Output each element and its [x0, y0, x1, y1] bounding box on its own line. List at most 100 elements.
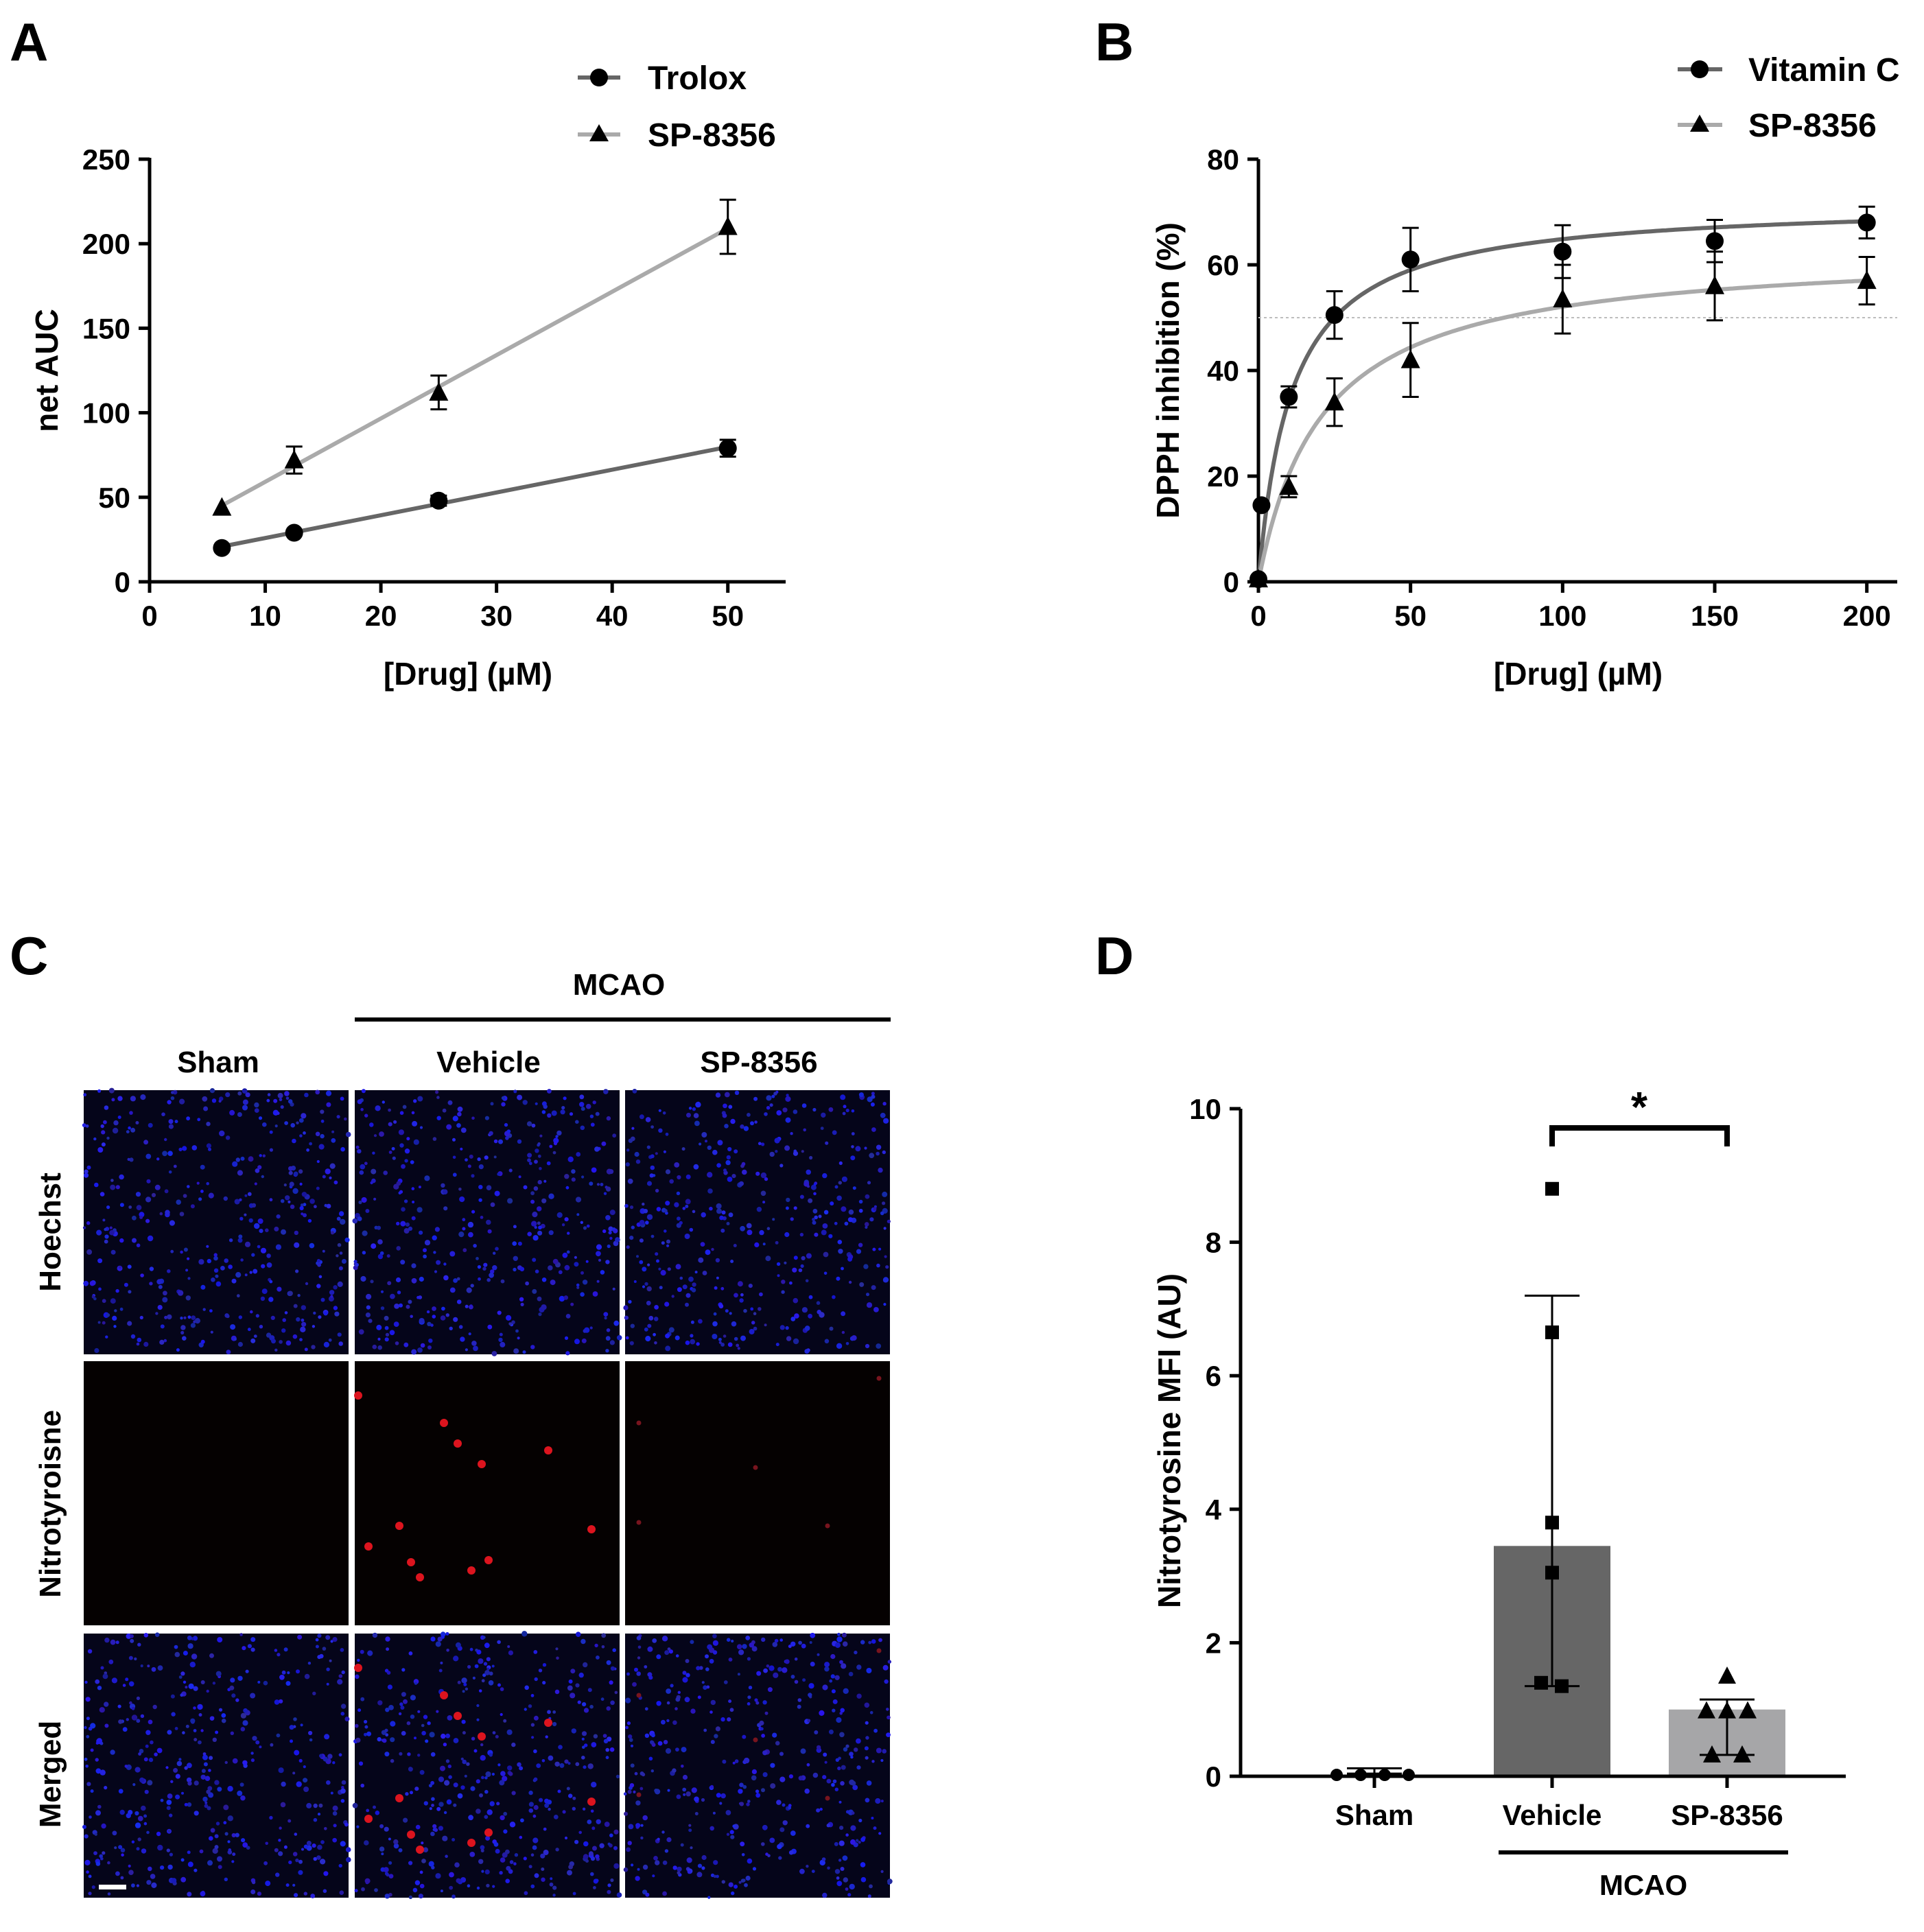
chart-d-ytick-label-4: 4: [1206, 1494, 1222, 1526]
significance-star: *: [1631, 1084, 1648, 1131]
chart-a-legend: Trolox SP-8356: [578, 60, 776, 154]
chart-a-y-ticks: 0 50 100 150 200 250: [82, 143, 150, 598]
chart-d-point-1-2: [1545, 1516, 1559, 1530]
chart-b-point-1-6: [1857, 270, 1877, 290]
chart-a-point-0-3: [718, 439, 737, 458]
chart-b-points: [1249, 205, 1877, 589]
chart-b-xtick-label-50: 50: [1394, 600, 1427, 632]
micrograph-tile-r0-c2: [623, 1089, 891, 1354]
chart-b-point-1-5: [1705, 275, 1724, 294]
chart-b-point-1-4: [1553, 289, 1573, 308]
chart-b-point-0-6: [1706, 232, 1724, 250]
chart-a-ytick-label-150: 150: [82, 312, 130, 344]
chart-d-xlabel-1: Vehicle: [1503, 1799, 1602, 1831]
panel-letter-d: D: [1095, 926, 1134, 986]
chart-a-xtick-label-50: 50: [712, 600, 744, 632]
chart-d-point-2-3: [1739, 1701, 1757, 1719]
chart-a-point-0-0: [213, 539, 231, 557]
chart-a-x-ticks: 0 10 20 30 40 50: [141, 582, 744, 632]
chart-b-point-0-5: [1553, 242, 1572, 261]
chart-b-point-1-2: [1324, 392, 1344, 411]
micrograph-row-nitrotyrosine: Nitrotyroisne: [34, 1410, 67, 1598]
chart-a-ytick-label-50: 50: [98, 482, 130, 514]
chart-b-ytick-label-80: 80: [1207, 143, 1239, 176]
panel-letter-a: A: [10, 12, 48, 72]
chart-b-xtick-label-200: 200: [1843, 600, 1891, 632]
micrograph-tile-r0-c1: [352, 1089, 622, 1356]
micrograph-tiles: [82, 1087, 893, 1899]
micrograph-tile-r2-c0: [82, 1632, 351, 1898]
micrograph-tile-r1-c0: [84, 1361, 349, 1625]
chart-b-ytick-label-0: 0: [1223, 566, 1239, 598]
chart-a-xtick-label-10: 10: [249, 600, 281, 632]
chart-d-ytick-label-8: 8: [1206, 1227, 1221, 1259]
micrograph-tile-r0-c0: [82, 1087, 351, 1355]
chart-d-point-1-5: [1555, 1679, 1569, 1693]
chart-a-ytick-label-250: 250: [82, 143, 130, 176]
micrograph-col-sp8356: SP-8356: [700, 1046, 817, 1079]
chart-d-point-2-4: [1703, 1745, 1721, 1763]
chart-d-err-1: [1525, 1294, 1580, 1688]
legend-marker-sp8356-b: [1690, 115, 1709, 132]
chart-d-ytick-label-10: 10: [1189, 1093, 1221, 1125]
chart-b-ytick-label-40: 40: [1207, 355, 1239, 387]
chart-d-ytick-label-2: 2: [1206, 1627, 1221, 1659]
micrograph-tile-r1-c1: [354, 1361, 620, 1625]
chart-d-ytick-label-0: 0: [1206, 1760, 1221, 1793]
chart-d-y-title: Nitrotyrosine MFI (AU): [1151, 1273, 1187, 1608]
micrograph-tile-r1-c2: [625, 1361, 890, 1625]
panel-letter-c: C: [10, 926, 48, 986]
chart-b-ytick-label-20: 20: [1207, 460, 1239, 493]
chart-a-xtick-label-0: 0: [141, 600, 157, 632]
chart-d-point-2-2: [1718, 1701, 1736, 1719]
chart-d-point-2-1: [1698, 1701, 1715, 1719]
micrograph-col-sham: Sham: [177, 1046, 259, 1079]
chart-d-bars: [1316, 1546, 1785, 1776]
micrograph-panel: MCAO Sham Vehicle SP-8356 Hoechst Nitrot…: [34, 968, 893, 1899]
chart-a-xtick-label-40: 40: [596, 600, 629, 632]
chart-a-fit-0: [221, 445, 729, 549]
chart-a-fit-1: [220, 226, 729, 508]
micrograph-col-vehicle: Vehicle: [436, 1046, 541, 1079]
chart-d: 0 2 4 6 8 10 Sham Vehicle SP-8356 * MCAO Nitrot…: [1151, 1084, 1846, 1901]
chart-a-xtick-label-30: 30: [480, 600, 513, 632]
chart-d-point-1-3: [1545, 1566, 1559, 1580]
chart-b-point-0-1: [1252, 496, 1271, 515]
micrograph-tile-r2-c2: [623, 1632, 893, 1899]
chart-b-x-ticks: 0 50 100 150 200: [1250, 582, 1891, 632]
legend-label-trolox: Trolox: [648, 60, 747, 97]
chart-b-point-0-7: [1857, 213, 1876, 232]
chart-a-ytick-label-0: 0: [115, 566, 130, 598]
chart-d-xlabel-0: Sham: [1335, 1799, 1413, 1831]
chart-a-y-title: net AUC: [29, 309, 64, 432]
chart-d-axes: [1239, 1109, 1846, 1778]
chart-b-y-ticks: 0 20 40 60 80: [1207, 143, 1258, 598]
chart-d-group-label: MCAO: [1599, 1869, 1687, 1901]
chart-a-point-1-3: [718, 216, 738, 235]
chart-d-point-1-0: [1545, 1181, 1559, 1196]
chart-a-x-title: [Drug] (µM): [384, 656, 552, 692]
chart-b-point-1-3: [1400, 349, 1420, 368]
panel-letter-b: B: [1095, 12, 1134, 72]
chart-b-xtick-label-100: 100: [1538, 600, 1586, 632]
chart-a-xtick-label-20: 20: [365, 600, 397, 632]
chart-d-point-2-5: [1733, 1745, 1751, 1763]
micrograph-group-label: MCAO: [573, 968, 665, 1002]
chart-b-point-0-4: [1401, 250, 1420, 269]
chart-a-ytick-label-200: 200: [82, 228, 130, 260]
chart-b-xtick-label-150: 150: [1691, 600, 1739, 632]
legend-label-vitamin-c: Vitamin C: [1748, 52, 1900, 89]
chart-a-point-1-0: [212, 497, 232, 516]
chart-d-xlabel-2: SP-8356: [1671, 1799, 1783, 1831]
chart-b-legend: Vitamin C SP-8356: [1678, 52, 1900, 144]
chart-a-fit-lines: [220, 226, 729, 549]
chart-a-ytick-label-100: 100: [82, 397, 130, 429]
chart-b-point-1-0: [1249, 569, 1268, 588]
chart-a-points: [212, 198, 738, 557]
chart-d-ytick-label-6: 6: [1206, 1360, 1221, 1392]
chart-a-point-1-1: [284, 449, 304, 469]
chart-b-xtick-label-0: 0: [1250, 600, 1266, 632]
chart-d-y-ticks: 0 2 4 6 8 10: [1189, 1093, 1241, 1793]
